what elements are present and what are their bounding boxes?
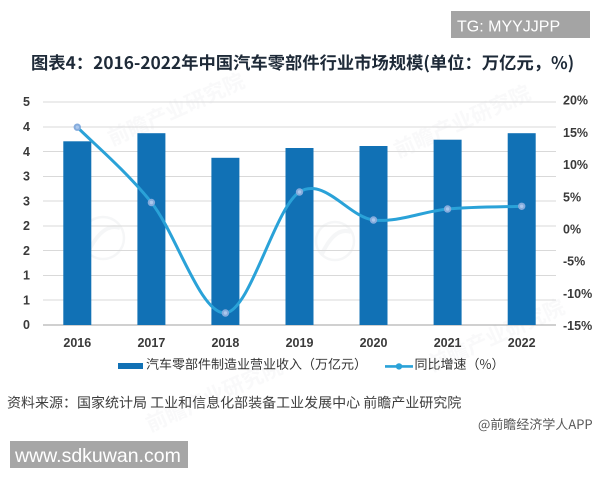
svg-text:4: 4 (23, 145, 30, 159)
svg-text:1: 1 (23, 269, 30, 283)
svg-text:3: 3 (23, 194, 30, 208)
svg-text:-10%: -10% (563, 287, 592, 301)
svg-text:10%: 10% (563, 158, 588, 172)
svg-text:20%: 20% (563, 94, 588, 108)
svg-text:-5%: -5% (563, 255, 585, 269)
svg-text:2016: 2016 (63, 336, 91, 350)
svg-text:2021: 2021 (434, 336, 462, 350)
svg-text:5%: 5% (563, 190, 581, 204)
svg-text:2019: 2019 (286, 336, 314, 350)
svg-text:15%: 15% (563, 126, 588, 140)
svg-text:2018: 2018 (211, 336, 239, 350)
svg-text:2022: 2022 (508, 336, 536, 350)
svg-text:3: 3 (23, 170, 30, 184)
svg-text:0%: 0% (563, 223, 581, 237)
svg-text:4: 4 (23, 120, 30, 134)
svg-text:www.sdkuwan.com: www.sdkuwan.com (14, 445, 181, 467)
svg-text:-15%: -15% (563, 319, 592, 333)
svg-text:1: 1 (23, 293, 30, 307)
svg-text:0: 0 (23, 318, 30, 332)
svg-text:TG: MYYJJPP: TG: MYYJJPP (457, 19, 560, 36)
svg-text:2: 2 (23, 219, 30, 233)
svg-text:2020: 2020 (360, 336, 388, 350)
svg-text:5: 5 (23, 95, 30, 109)
svg-text:2017: 2017 (137, 336, 165, 350)
svg-text:2: 2 (23, 244, 30, 258)
